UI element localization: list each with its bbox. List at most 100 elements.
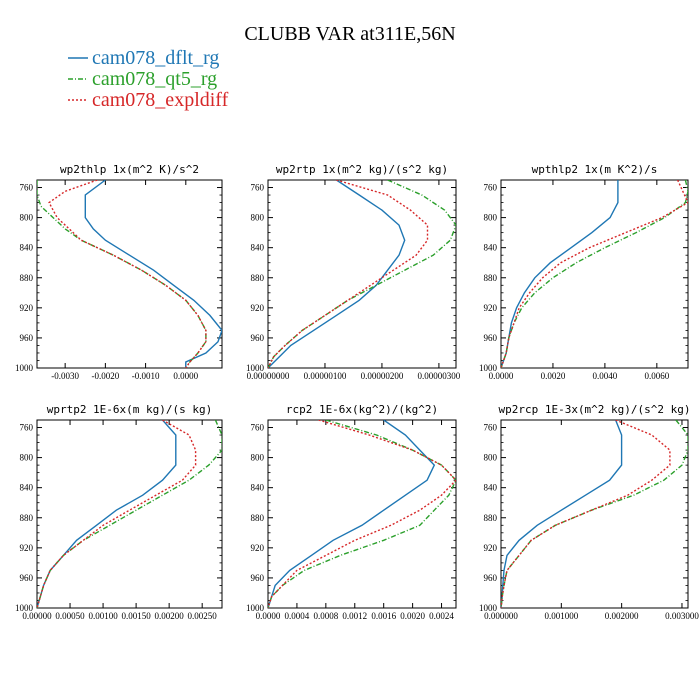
series-line-cam078_qt5_rg (37, 420, 222, 608)
y-tick-label: 1000 (479, 603, 498, 613)
y-tick-label: 920 (251, 303, 265, 313)
y-tick-label: 760 (20, 423, 34, 433)
y-tick-label: 960 (20, 573, 34, 583)
x-tick-label: 0.00050 (55, 611, 85, 621)
y-tick-label: 800 (20, 453, 34, 463)
x-tick-label: 0.0008 (313, 611, 338, 621)
y-tick-label: 880 (251, 273, 265, 283)
y-tick-label: 760 (484, 423, 498, 433)
y-tick-label: 880 (484, 273, 498, 283)
series-line-cam078_dflt_rg (84, 180, 222, 368)
y-tick-label: 800 (251, 213, 265, 223)
y-tick-label: 1000 (15, 603, 34, 613)
y-tick-label: 800 (251, 453, 265, 463)
y-tick-label: 760 (251, 183, 265, 193)
series-line-cam078_dflt_rg (268, 180, 406, 368)
y-tick-label: 920 (484, 303, 498, 313)
x-tick-label: 0.0004 (285, 611, 310, 621)
x-tick-label: -0.0010 (132, 371, 160, 381)
legend-label-expldiff: cam078_expldiff (92, 89, 229, 111)
panel-title: wp2rtp 1x(m^2 kg)/(s^2 kg) (276, 163, 448, 176)
plot-frame (36, 419, 223, 609)
x-tick-label: 0.00100 (88, 611, 118, 621)
panel-3: wpthlp2 1x(m K^2)/s 760 800 840 880 920 960 100… (479, 163, 689, 381)
y-tick-label: 840 (20, 243, 34, 253)
y-tick-label: 800 (484, 453, 498, 463)
series-group (268, 420, 456, 608)
panel-title: rcp2 1E-6x(kg^2)/(kg^2) (286, 403, 438, 416)
series-line-cam078_expldiff (501, 180, 688, 368)
x-tick-label: 0.0000 (256, 611, 281, 621)
series-line-cam078_qt5_rg (268, 420, 456, 608)
x-tick-label: 0.00000100 (304, 371, 347, 381)
x-tick-label: -0.0020 (91, 371, 119, 381)
x-tick-label: 0.00250 (188, 611, 218, 621)
y-tick-label: 760 (484, 183, 498, 193)
y-tick-label: 1000 (246, 603, 265, 613)
x-tick-label: 0.00000000 (247, 371, 290, 381)
x-tick-label: 0.00200 (155, 611, 185, 621)
plot-frame (267, 419, 457, 609)
series-group (37, 180, 222, 368)
series-line-cam078_expldiff (501, 420, 671, 608)
series-line-cam078_expldiff (37, 420, 197, 608)
y-tick-label: 880 (251, 513, 265, 523)
panel-title: wp2rcp 1E-3x(m^2 kg)/(s^2 kg) (498, 403, 690, 416)
series-line-cam078_expldiff (268, 420, 456, 608)
y-tick-label: 800 (484, 213, 498, 223)
y-tick-label: 920 (20, 543, 34, 553)
series-line-cam078_qt5_rg (37, 180, 207, 368)
x-tick-label: 0.00000300 (418, 371, 461, 381)
series-group (37, 420, 222, 608)
plot-frame (36, 179, 223, 369)
y-tick-label: 960 (251, 573, 265, 583)
series-group (501, 420, 688, 608)
x-tick-label: 0.0012 (342, 611, 367, 621)
x-tick-label: 0.0020 (400, 611, 425, 621)
figure-title: CLUBB VAR at311E,56N (244, 23, 455, 45)
x-tick-label: 0.0000 (489, 371, 514, 381)
panel-title: wp2thlp 1x(m^2 K)/s^2 (60, 163, 199, 176)
x-tick-label: 0.002000 (605, 611, 639, 621)
y-tick-label: 920 (484, 543, 498, 553)
panel-title: wpthlp2 1x(m K^2)/s (532, 163, 658, 176)
x-tick-label: -0.0030 (51, 371, 79, 381)
series-line-cam078_qt5_rg (501, 420, 688, 608)
y-tick-label: 880 (20, 513, 34, 523)
series-line-cam078_expldiff (48, 180, 207, 368)
y-tick-label: 840 (484, 243, 498, 253)
x-tick-label: 0.00150 (121, 611, 151, 621)
y-tick-label: 840 (484, 483, 498, 493)
x-tick-label: 0.0040 (593, 371, 618, 381)
series-group (268, 180, 456, 368)
y-tick-label: 960 (20, 333, 34, 343)
y-tick-label: 960 (484, 573, 498, 583)
panel-4: wprtp2 1E-6x(m kg)/(s kg) 760 800 840 880 920… (15, 403, 223, 621)
x-tick-label: 0.003000 (665, 611, 699, 621)
y-tick-label: 840 (251, 243, 265, 253)
x-tick-label: 0.00000 (22, 611, 52, 621)
panels: wp2thlp 1x(m^2 K)/s^2 760 800 840 880 920 960 1… (15, 163, 699, 621)
y-tick-label: 760 (20, 183, 34, 193)
plot-frame (500, 419, 689, 609)
y-tick-label: 920 (251, 543, 265, 553)
legend-label-dflt: cam078_dflt_rg (92, 47, 219, 69)
plot-frame (267, 179, 457, 369)
y-tick-label: 960 (251, 333, 265, 343)
series-line-cam078_dflt_rg (501, 180, 619, 368)
y-tick-label: 880 (20, 273, 34, 283)
panel-6: wp2rcp 1E-3x(m^2 kg)/(s^2 kg)760 800 840 88… (479, 403, 699, 621)
x-tick-label: 0.001000 (544, 611, 578, 621)
plot-frame (500, 179, 689, 369)
series-line-cam078_dflt_rg (268, 420, 436, 608)
series-line-cam078_qt5_rg (501, 180, 688, 368)
y-tick-label: 840 (20, 483, 34, 493)
x-tick-label: 0.000000 (484, 611, 518, 621)
legend: cam078_dflt_rg cam078_qt5_rg cam078_expl… (68, 47, 229, 111)
y-tick-label: 960 (484, 333, 498, 343)
y-tick-label: 760 (251, 423, 265, 433)
panel-5: rcp2 1E-6x(kg^2)/(kg^2) 760 800 840 880 920 96… (246, 403, 457, 621)
series-line-cam078_dflt_rg (501, 420, 623, 608)
series-line-cam078_dflt_rg (37, 420, 177, 608)
